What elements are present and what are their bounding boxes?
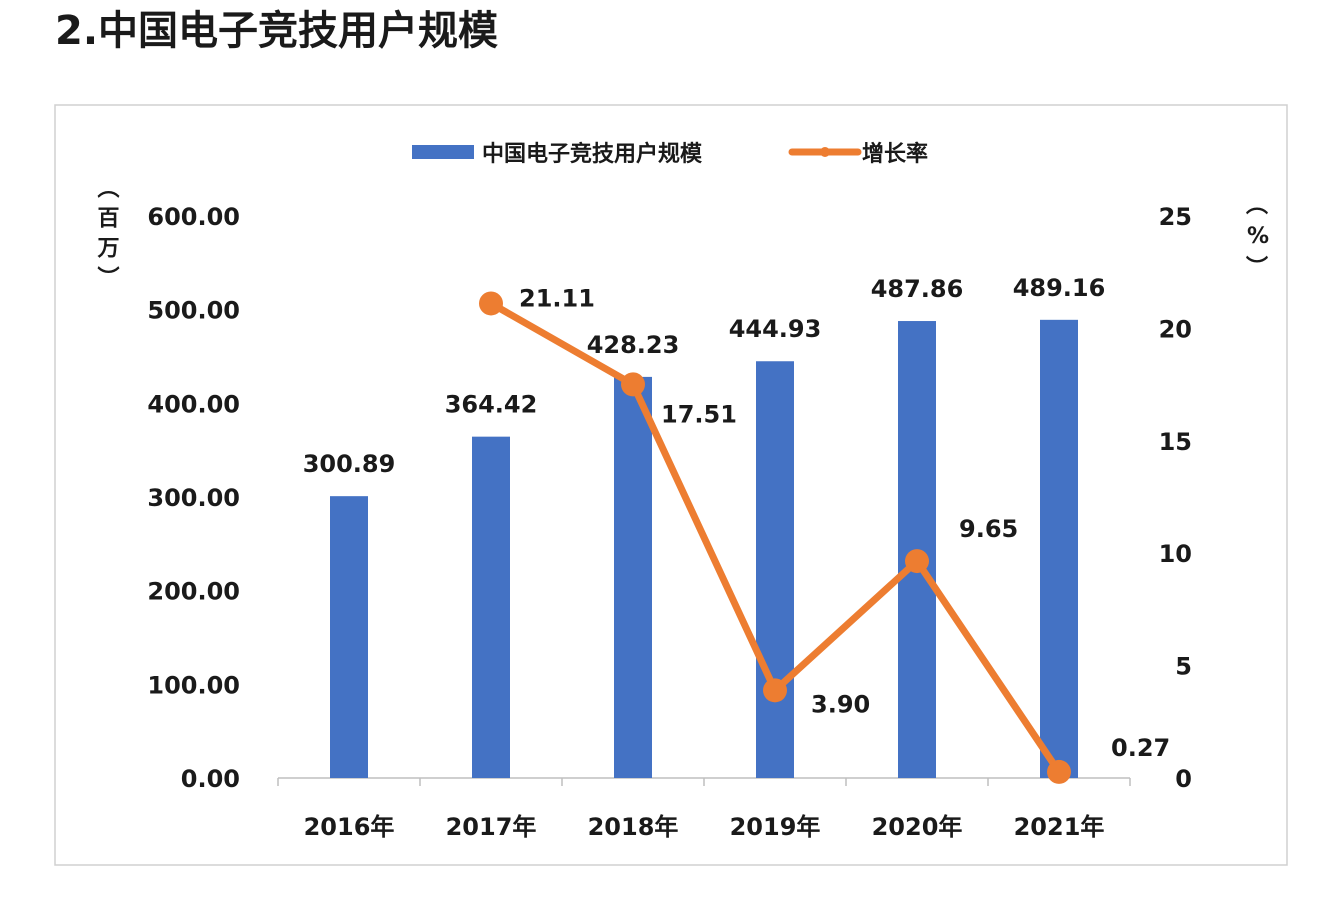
y-right-tick-label: 15 <box>1159 428 1192 456</box>
growth-data-label: 17.51 <box>661 400 737 428</box>
bar-data-label: 364.42 <box>445 391 538 419</box>
y-left-tick-label: 100.00 <box>147 671 240 699</box>
growth-marker <box>763 678 787 703</box>
bar-data-label: 428.23 <box>587 331 680 359</box>
y-left-tick-label: 200.00 <box>147 578 240 606</box>
right-axis-title: ︵ % ︶ <box>1246 193 1269 281</box>
growth-data-label: 21.11 <box>519 284 595 312</box>
y-left-tick-label: 0.00 <box>181 765 240 793</box>
bar <box>472 436 510 778</box>
bar <box>1040 319 1078 778</box>
bar <box>756 361 794 778</box>
y-left-tick-label: 400.00 <box>147 390 240 418</box>
growth-marker <box>1047 759 1071 784</box>
right-axis-title-2: % <box>1247 224 1269 249</box>
x-tick-label: 2016年 <box>304 813 395 841</box>
legend: 中国电子竞技用户规模 增长率 <box>412 141 928 167</box>
x-tick-label: 2018年 <box>588 813 679 841</box>
growth-data-label: 3.90 <box>811 690 870 718</box>
y-left-tick-label: 500.00 <box>147 297 240 325</box>
x-tick-label: 2021年 <box>1014 813 1105 841</box>
bar-data-label: 300.89 <box>303 450 396 478</box>
growth-marker <box>621 372 645 397</box>
bar <box>614 376 652 778</box>
growth-data-label: 9.65 <box>959 515 1018 543</box>
y-right-tick-label: 0 <box>1175 765 1192 793</box>
page-title: 2.中国电子竞技用户规模 <box>55 8 498 54</box>
x-tick-label: 2019年 <box>730 813 821 841</box>
y-right-tick-label: 10 <box>1159 540 1192 568</box>
right-axis-title-1: ︵ <box>1246 193 1268 218</box>
growth-data-label: 0.27 <box>1111 734 1170 762</box>
left-axis-title: （百万） <box>94 176 121 296</box>
legend-label-line: 增长率 <box>862 141 928 167</box>
y-right-tick-label: 20 <box>1159 315 1192 343</box>
bar-data-label: 487.86 <box>871 275 964 303</box>
right-axis-title-3: ︶ <box>1246 255 1268 281</box>
legend-swatch-bar <box>412 145 474 159</box>
growth-marker <box>905 549 929 574</box>
y-left-tick-label: 600.00 <box>147 203 240 231</box>
bar <box>330 496 368 778</box>
y-left-tick-label: 300.00 <box>147 484 240 512</box>
legend-marker <box>820 147 830 157</box>
bar-data-label: 489.16 <box>1013 274 1106 302</box>
bar-data-label: 444.93 <box>729 315 822 343</box>
x-tick-label: 2020年 <box>872 813 963 841</box>
y-right-tick-label: 25 <box>1159 203 1192 231</box>
chart-frame <box>54 104 1288 866</box>
y-right-tick-label: 5 <box>1175 653 1192 681</box>
growth-marker <box>479 291 503 316</box>
legend-label-bar: 中国电子竞技用户规模 <box>482 141 703 167</box>
x-tick-label: 2017年 <box>446 813 537 841</box>
